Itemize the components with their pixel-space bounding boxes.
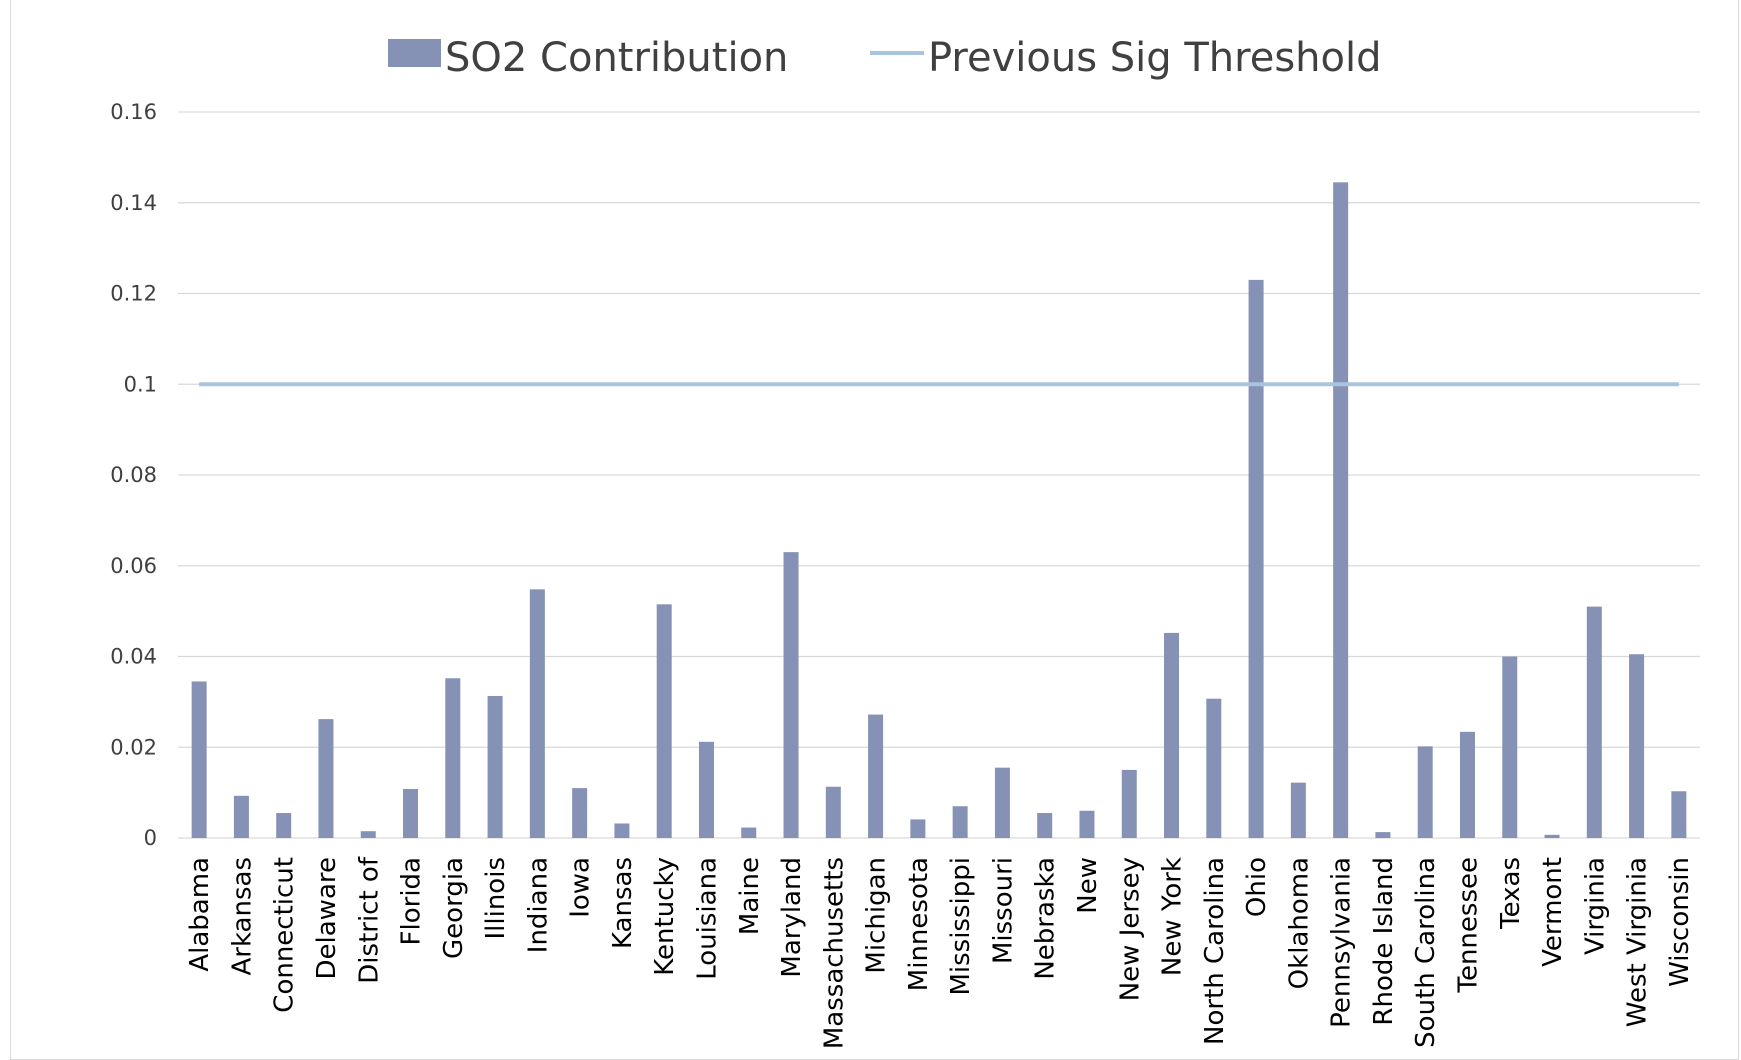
y-axis-tick-labels: 0 0.02 0.04 0.06 0.08 0.1 0.12 0.14 0.16: [110, 100, 157, 850]
bar-rhode-island: [1375, 832, 1391, 838]
x-tick-label: Michigan: [862, 857, 892, 974]
x-tick-label: Kentucky: [650, 857, 680, 976]
legend-label-so2-contribution: SO2 Contribution: [445, 35, 788, 81]
legend-swatch-so2-contribution: [388, 39, 441, 67]
x-tick-label: Oklahoma: [1284, 857, 1314, 989]
bar-ohio: [1248, 279, 1264, 838]
bar-kentucky: [656, 604, 672, 838]
bar-virginia: [1586, 606, 1602, 838]
bar-maine: [741, 827, 757, 838]
bar-new-york: [1164, 632, 1180, 838]
x-tick-label: Pennsylvania: [1327, 857, 1357, 1028]
x-tick-label: Maine: [735, 857, 765, 935]
bar-connecticut: [276, 813, 292, 838]
x-tick-label: Texas: [1496, 857, 1526, 930]
x-tick-label: Illinois: [481, 857, 511, 940]
x-tick-label: Mississippi: [946, 857, 976, 996]
x-tick-label: District of: [354, 856, 384, 984]
bar-nebraska: [1037, 813, 1053, 838]
x-tick-label: Vermont: [1538, 857, 1568, 967]
bar-maryland: [783, 552, 799, 838]
bars: [191, 182, 1687, 839]
x-tick-label: Louisiana: [692, 857, 722, 980]
bar-north-carolina: [1206, 698, 1222, 838]
x-tick-label: Delaware: [312, 857, 342, 979]
chart-frame: [10, 0, 1739, 1060]
x-tick-label: Georgia: [439, 857, 469, 959]
x-tick-label: Massachusetts: [819, 857, 849, 1049]
bar-iowa: [572, 788, 588, 838]
bar-kansas: [614, 823, 630, 838]
bar-massachusetts: [825, 786, 841, 838]
x-tick-label: Alabama: [185, 857, 215, 972]
bar-texas: [1502, 656, 1518, 838]
x-tick-label: Virginia: [1580, 857, 1610, 955]
y-tick-label: 0.06: [110, 554, 157, 578]
x-tick-label: North Carolina: [1200, 857, 1230, 1045]
y-tick-label: 0.02: [110, 735, 157, 759]
bar-minnesota: [910, 819, 926, 838]
x-tick-label: Minnesota: [904, 857, 934, 991]
x-tick-label: Maryland: [777, 857, 807, 978]
x-tick-label: West Virginia: [1623, 857, 1653, 1027]
x-axis-category-labels: Alabama Arkansas Connecticut Delaware Distri…: [185, 856, 1695, 1049]
x-tick-label: Arkansas: [227, 857, 257, 976]
bar-michigan: [868, 714, 884, 838]
x-tick-label: New Jersey: [1115, 857, 1145, 1001]
x-tick-label: New York: [1158, 857, 1188, 976]
bar-south-carolina: [1417, 746, 1433, 838]
bar-mississippi: [952, 806, 968, 838]
bar-arkansas: [233, 795, 249, 838]
bar-illinois: [487, 695, 503, 838]
bar-west-virginia: [1629, 654, 1645, 838]
y-tick-label: 0.12: [110, 282, 157, 306]
y-tick-label: 0.1: [124, 372, 157, 396]
bar-district-of: [360, 831, 376, 838]
x-tick-label: Indiana: [523, 857, 553, 953]
y-tick-label: 0: [144, 826, 157, 850]
bar-alabama: [191, 681, 207, 838]
y-tick-label: 0.14: [110, 191, 157, 215]
x-tick-label: Florida: [397, 857, 427, 945]
legend-label-previous-sig-threshold: Previous Sig Threshold: [928, 35, 1382, 81]
bar-oklahoma: [1290, 782, 1306, 838]
bar-new-jersey: [1121, 769, 1137, 838]
x-tick-label: Wisconsin: [1665, 857, 1695, 987]
bar-missouri: [994, 767, 1010, 838]
bar-vermont: [1544, 834, 1560, 838]
bar-georgia: [445, 678, 461, 838]
x-tick-label: New: [1073, 857, 1103, 914]
bar-new: [1079, 810, 1095, 838]
x-tick-label: Missouri: [988, 857, 1018, 964]
y-tick-label: 0.08: [110, 463, 157, 487]
x-tick-label: Iowa: [566, 857, 596, 918]
x-tick-label: Nebraska: [1031, 857, 1061, 980]
legend: SO2 Contribution Previous Sig Threshold: [388, 35, 1382, 81]
bar-delaware: [318, 719, 334, 838]
x-tick-label: Kansas: [608, 857, 638, 949]
x-tick-label: Ohio: [1242, 857, 1272, 917]
x-tick-label: South Carolina: [1411, 857, 1441, 1048]
x-tick-label: Connecticut: [270, 857, 300, 1013]
x-tick-label: Rhode Island: [1369, 857, 1399, 1026]
bar-florida: [403, 788, 419, 838]
gridlines: [178, 111, 1700, 839]
y-tick-label: 0.16: [110, 100, 157, 124]
y-tick-label: 0.04: [110, 645, 157, 669]
bar-pennsylvania: [1333, 182, 1349, 839]
bar-louisiana: [698, 741, 714, 838]
bar-wisconsin: [1671, 791, 1687, 838]
x-tick-label: Tennessee: [1453, 857, 1483, 994]
bar-indiana: [529, 589, 545, 838]
bar-tennessee: [1459, 731, 1475, 838]
